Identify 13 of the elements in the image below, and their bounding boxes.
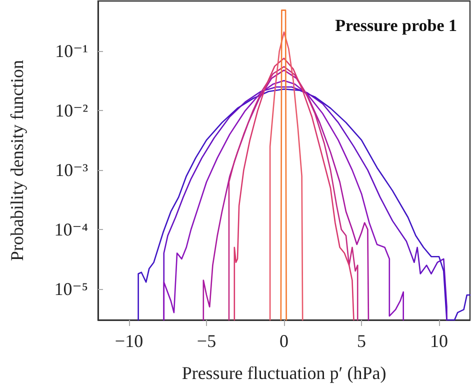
y-tick-label: 10⁻⁵: [54, 278, 88, 299]
text: Pressure probe 1: [335, 16, 458, 35]
y-tick-label: 10⁻³: [55, 160, 89, 180]
y-tick-label: 10⁻¹: [55, 41, 88, 62]
y-tick-label: 10⁻⁴: [54, 220, 88, 240]
x-tick-label: 10: [430, 331, 448, 351]
x-tick-label: 5: [357, 331, 366, 351]
x-tick-label: 0: [280, 331, 288, 351]
y-tick-label: 10⁻²: [55, 100, 88, 121]
y-axis-title: Probability density function: [7, 60, 27, 261]
x-tick-label: −5: [196, 331, 216, 351]
x-axis-title: Pressure fluctuation p′ (hPa): [182, 363, 386, 383]
x-tick-label: −10: [114, 331, 144, 351]
